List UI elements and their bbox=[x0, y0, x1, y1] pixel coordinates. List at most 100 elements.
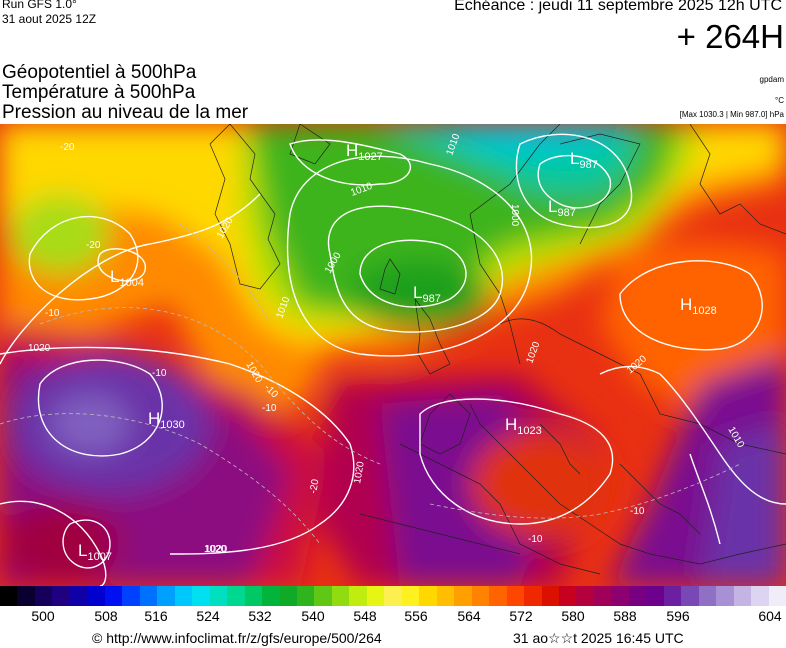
model-run-label: Run GFS 1.0° bbox=[2, 0, 77, 11]
pressure-center-label: H1023 bbox=[505, 415, 542, 437]
pressure-centers: H1027 L987 L987 L1004 L987 H1028 H1030 H1023 L10… bbox=[78, 141, 717, 563]
pressure-center-label: L987 bbox=[413, 283, 441, 305]
color-scale-cell bbox=[209, 586, 228, 606]
color-scale-cell bbox=[262, 586, 280, 606]
isoline-label: -20 bbox=[308, 478, 321, 495]
color-scale-tick: 532 bbox=[248, 608, 272, 624]
unit-geopotential: gpdam bbox=[759, 75, 784, 84]
color-scale-cell bbox=[349, 586, 367, 606]
color-scale-cell bbox=[733, 586, 752, 606]
color-scale-cell bbox=[593, 586, 612, 606]
color-scale-ticks: 500 508 516 524 532 540 548 556 564 572 580 588 596 6… bbox=[0, 608, 786, 628]
isoline-label: -10 bbox=[45, 308, 60, 319]
color-scale-cell bbox=[279, 586, 297, 606]
color-scale-cell bbox=[227, 586, 245, 606]
color-scale-bar bbox=[0, 586, 786, 606]
color-scale-cell bbox=[559, 586, 577, 606]
pressure-center-label: H1030 bbox=[148, 409, 185, 431]
color-scale-tick: 508 bbox=[94, 608, 118, 624]
unit-temperature: °C bbox=[775, 96, 784, 105]
coastlines bbox=[209, 124, 786, 575]
color-scale-cell bbox=[314, 586, 332, 606]
color-scale-cell bbox=[0, 586, 18, 606]
color-scale-cell bbox=[506, 586, 525, 606]
color-scale-cell bbox=[663, 586, 682, 606]
lead-time: + 264H bbox=[676, 18, 784, 55]
source-credit: © http://www.infoclimat.fr/z/gfs/europe/… bbox=[92, 630, 382, 646]
isotherms bbox=[0, 223, 741, 545]
color-scale-cell bbox=[541, 586, 559, 606]
color-scale-cell bbox=[296, 586, 315, 606]
isoline-label: 1020 bbox=[352, 460, 367, 484]
isoline-label: 1000 bbox=[509, 204, 520, 227]
color-scale-cell bbox=[524, 586, 542, 606]
isoline-label: -10 bbox=[528, 534, 543, 545]
isoline-label: 1020 bbox=[28, 343, 51, 354]
color-scale-tick: 516 bbox=[144, 608, 168, 624]
color-scale-cell bbox=[646, 586, 664, 606]
color-scale-tick: 548 bbox=[353, 608, 377, 624]
pressure-extremes: [Max 1030.3 | Min 987.0] hPa bbox=[679, 110, 784, 119]
color-scale-cell bbox=[139, 586, 158, 606]
color-scale-cell bbox=[157, 586, 175, 606]
color-scale-cell bbox=[366, 586, 385, 606]
color-scale-cell bbox=[244, 586, 263, 606]
layer-pressure: Pression au niveau de la mer bbox=[2, 102, 249, 123]
color-scale-tick: 596 bbox=[666, 608, 690, 624]
color-scale-cell bbox=[87, 586, 105, 606]
color-scale-tick: 580 bbox=[561, 608, 585, 624]
color-scale-cell bbox=[122, 586, 140, 606]
color-scale-cell bbox=[192, 586, 210, 606]
color-scale-cell bbox=[419, 586, 437, 606]
color-scale-cell bbox=[716, 586, 734, 606]
pressure-center-label: L987 bbox=[570, 149, 598, 171]
color-scale-tick: 524 bbox=[196, 608, 220, 624]
color-scale-cell bbox=[698, 586, 717, 606]
pressure-center-label: L987 bbox=[548, 197, 576, 219]
color-scale-cell bbox=[471, 586, 490, 606]
color-scale-cell bbox=[34, 586, 53, 606]
color-scale-cell bbox=[17, 586, 35, 606]
pressure-center-label: L1007 bbox=[78, 541, 112, 563]
weather-map: H1027 L987 L987 L1004 L987 H1028 H1030 H1023 L10… bbox=[0, 124, 786, 586]
layer-temperature: Température à 500hPa bbox=[2, 82, 196, 103]
color-scale-cell bbox=[384, 586, 402, 606]
color-scale-cell bbox=[576, 586, 594, 606]
color-scale-cell bbox=[454, 586, 472, 606]
color-scale-tick: 540 bbox=[301, 608, 325, 624]
isoline-label: 1020 bbox=[205, 544, 228, 555]
color-scale-cell bbox=[681, 586, 699, 606]
color-scale-cell bbox=[436, 586, 455, 606]
color-scale-cell bbox=[611, 586, 629, 606]
run-date: 31 aout 2025 12Z bbox=[2, 12, 97, 26]
forecast-valid-time: Echéance : jeudi 11 septembre 2025 12h U… bbox=[454, 0, 782, 14]
color-scale-cell bbox=[751, 586, 769, 606]
color-scale-tick: 500 bbox=[31, 608, 55, 624]
layer-geopotential: Géopotentiel à 500hPa bbox=[2, 62, 197, 83]
pressure-center-label: H1028 bbox=[680, 295, 717, 317]
color-scale-tick: 556 bbox=[404, 608, 428, 624]
color-scale-cell bbox=[628, 586, 647, 606]
color-scale-tick: 604 bbox=[758, 608, 782, 624]
isoline-label: -20 bbox=[60, 142, 75, 153]
color-scale-cell bbox=[104, 586, 123, 606]
color-scale-cell bbox=[52, 586, 70, 606]
isoline-label: -10 bbox=[262, 403, 277, 414]
color-scale-cell bbox=[174, 586, 193, 606]
pressure-center-label: H1027 bbox=[346, 141, 383, 163]
isoline-label: 1020 bbox=[204, 544, 227, 555]
color-scale-tick: 564 bbox=[457, 608, 481, 624]
color-scale-cell bbox=[69, 586, 88, 606]
color-scale-cell bbox=[401, 586, 420, 606]
creation-time: 31 ao☆☆t 2025 16:45 UTC bbox=[513, 630, 684, 646]
isoline-label: -20 bbox=[86, 240, 101, 251]
color-scale-cell bbox=[768, 586, 786, 606]
isoline-label: -10 bbox=[152, 368, 167, 379]
color-scale-cell bbox=[331, 586, 350, 606]
geopotential-field bbox=[0, 124, 786, 586]
isobars bbox=[0, 133, 786, 586]
pressure-center-label: L1004 bbox=[110, 267, 144, 289]
color-scale-cell bbox=[489, 586, 507, 606]
isoline-label: -10 bbox=[630, 506, 645, 517]
color-scale-tick: 588 bbox=[613, 608, 637, 624]
